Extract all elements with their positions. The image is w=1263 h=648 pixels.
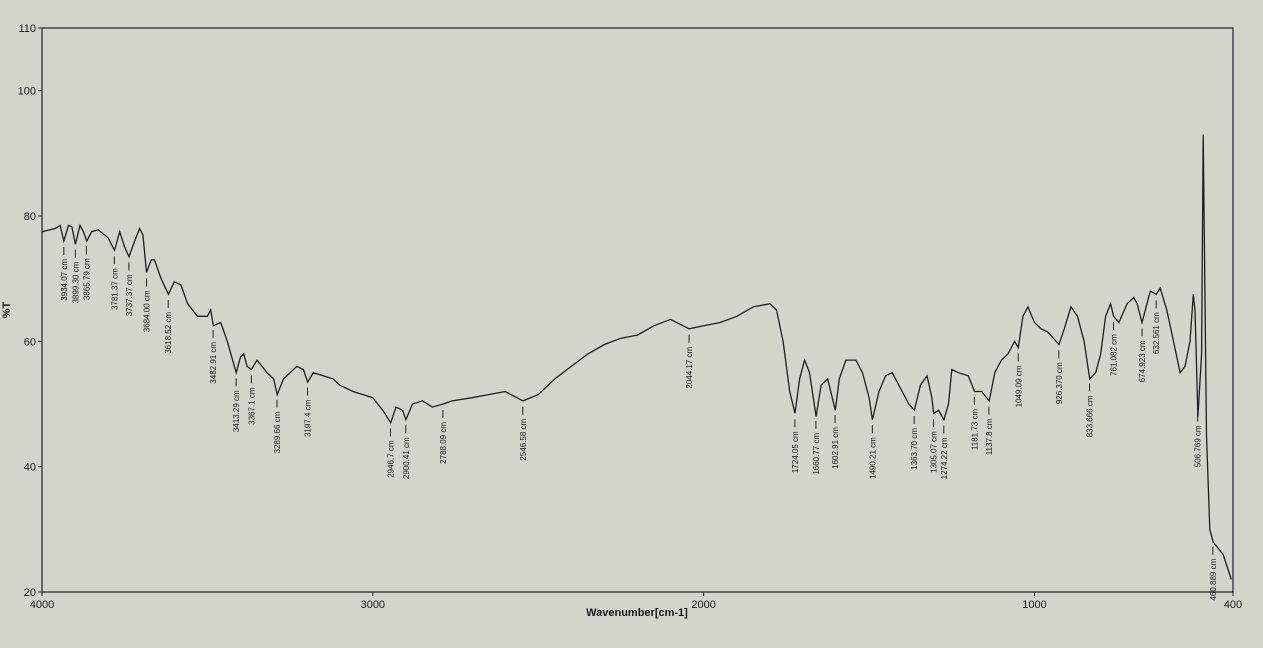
peak-label: 1724.05 cm [791, 431, 800, 473]
peak-label: 1490.21 cm [868, 437, 877, 479]
peak-label: 3899.30 cm [71, 261, 80, 303]
peak-label: 1137.8 cm [985, 418, 994, 455]
peak-label: 1049.09 cm [1014, 365, 1023, 407]
x-axis-title: Wavenumber[cm-1] [586, 607, 688, 619]
peak-label: 3934.07 cm [60, 259, 69, 301]
spectrum-line [41, 134, 1232, 580]
y-tick-label: 100 [18, 86, 36, 98]
peak-label: 761.082 cm [1110, 334, 1119, 376]
peak-label: 2044.17 cm [685, 346, 694, 388]
peak-label: 3618.52 cm [164, 312, 173, 354]
peak-label: 2788.09 cm [439, 422, 448, 464]
peak-label: 2900.41 cm [402, 437, 411, 479]
peak-label: 632.561 cm [1152, 312, 1161, 354]
peak-label: 1660.77 cm [812, 433, 821, 475]
y-tick-label: 110 [18, 23, 36, 35]
x-tick-label: 3000 [361, 599, 385, 611]
y-tick-label: 80 [24, 211, 36, 223]
peak-label: 1274.22 cm [940, 437, 949, 479]
peak-label: 3289.66 cm [273, 411, 282, 453]
peak-label: 2946.7 cm [386, 440, 395, 478]
peak-label: 674.923 cm [1138, 340, 1147, 382]
peak-label: 3781.37 cm [110, 268, 119, 310]
peak-label: 1363.70 cm [910, 428, 919, 470]
x-tick-label: 400 [1224, 599, 1242, 611]
peak-label: 3197.4 cm [304, 399, 313, 437]
y-tick-label: 20 [24, 587, 36, 599]
x-tick-label: 1000 [1022, 599, 1046, 611]
peak-label: 3482.91 cm [209, 342, 218, 384]
y-tick-label: 40 [24, 462, 36, 474]
peak-label: 3413.29 cm [232, 390, 241, 432]
peak-label: 2546.58 cm [519, 418, 528, 460]
peak-label: 926.370 cm [1055, 362, 1064, 404]
peak-label: 3737.37 cm [125, 274, 134, 316]
peak-label: 460.889 cm [1209, 558, 1218, 600]
x-tick-label: 4000 [30, 599, 54, 611]
peak-label: 506.769 cm [1194, 425, 1203, 467]
peak-label: 3367.1 cm [247, 387, 256, 425]
plot-frame [41, 27, 1234, 593]
peak-label: 833.666 cm [1086, 395, 1095, 437]
y-axis-title: %T [1, 301, 13, 318]
peak-label: 1305.07 cm [930, 431, 939, 473]
x-tick-label: 2000 [691, 599, 715, 611]
peak-label: 1181.73 cm [970, 409, 979, 451]
peak-label: 1602.91 cm [831, 427, 840, 469]
peak-label: 3684.00 cm [143, 290, 152, 332]
y-tick-label: 60 [24, 336, 36, 348]
peak-label: 3865.79 cm [82, 258, 91, 300]
